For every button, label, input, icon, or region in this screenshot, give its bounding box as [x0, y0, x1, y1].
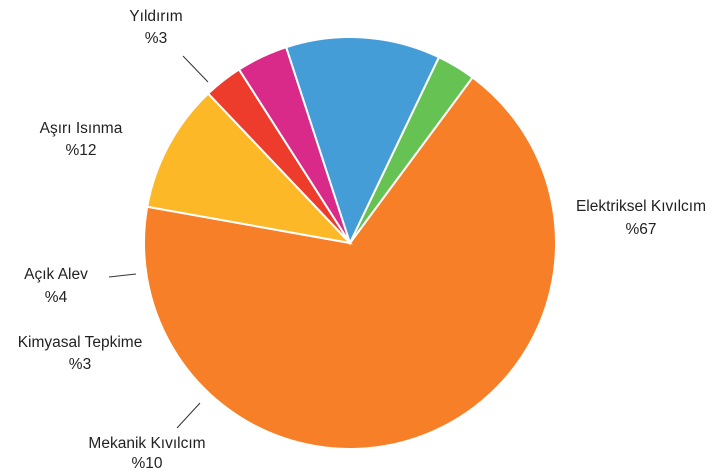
- slice-value-acik-alev: %4: [45, 289, 68, 306]
- slice-label-mekanik-kivilcim: Mekanik Kıvılcım: [88, 435, 205, 452]
- slice-value-asiri-isinma: %12: [65, 142, 96, 159]
- slice-value-elektriksel-kivilcim: %67: [625, 221, 656, 238]
- slice-value-kimyasal-tepkime: %3: [69, 356, 91, 373]
- slice-label-acik-alev: Açık Alev: [24, 266, 88, 283]
- pie-slice-yildirim: [349, 55, 474, 244]
- pie-slice-mekanik-kivilcim: [146, 92, 353, 245]
- slice-value-mekanik-kivilcim: %10: [131, 455, 162, 472]
- leader-line-mekanik-kivilcim: [176, 402, 201, 429]
- leader-lines: [108, 55, 209, 429]
- pie-slice-asiri-isinma: [284, 36, 441, 246]
- slice-value-yildirim: %3: [145, 30, 167, 47]
- slice-label-asiri-isinma: Aşırı Isınma: [40, 120, 123, 137]
- leader-line-yildirim: [182, 55, 209, 83]
- leader-line-acik-alev: [108, 273, 137, 278]
- slice-label-elektriksel-kivilcim: Elektriksel Kıvılcım: [576, 198, 706, 215]
- pie-slice-elektriksel-kivilcim: [143, 76, 557, 450]
- slice-label-yildirim: Yıldırım: [129, 8, 182, 25]
- pie-slices: [143, 36, 557, 450]
- slice-label-kimyasal-tepkime: Kimyasal Tepkime: [18, 334, 143, 351]
